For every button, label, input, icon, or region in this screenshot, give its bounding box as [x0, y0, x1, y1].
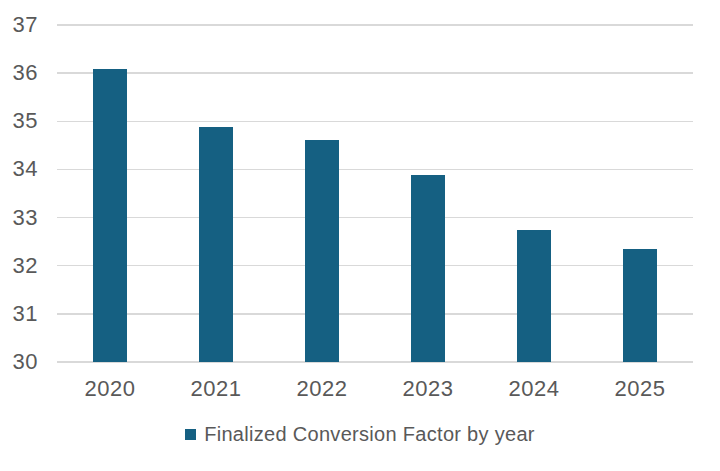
x-tick-label-2021: 2021: [171, 376, 261, 402]
gridline-36: [57, 72, 693, 74]
y-tick-label-31: 31: [0, 301, 38, 327]
gridline-31: [57, 313, 693, 315]
gridline-30: [57, 361, 693, 363]
gridline-37: [57, 24, 693, 26]
y-tick-label-36: 36: [0, 60, 38, 86]
gridline-32: [57, 265, 693, 267]
x-tick-label-2025: 2025: [595, 376, 685, 402]
legend-series-label: Finalized Conversion Factor by year: [204, 422, 535, 446]
y-tick-label-35: 35: [0, 108, 38, 134]
chart-legend: Finalized Conversion Factor by year: [0, 422, 720, 446]
x-tick-label-2022: 2022: [277, 376, 367, 402]
y-tick-label-37: 37: [0, 12, 38, 38]
bar-2025: [623, 249, 657, 362]
bar-2021: [199, 127, 233, 362]
x-tick-label-2020: 2020: [65, 376, 155, 402]
x-tick-label-2023: 2023: [383, 376, 473, 402]
conversion-factor-bar-chart: 37 36 35 34 33 32 31 30 2020 2021 2022 2023 2024 202…: [0, 0, 720, 471]
y-tick-label-30: 30: [0, 349, 38, 375]
y-tick-label-33: 33: [0, 205, 38, 231]
bar-2020: [93, 69, 127, 362]
x-tick-label-2024: 2024: [489, 376, 579, 402]
gridline-34: [57, 169, 693, 171]
gridline-35: [57, 121, 693, 123]
y-tick-label-32: 32: [0, 253, 38, 279]
bar-2023: [411, 175, 445, 362]
legend-series-swatch: [185, 429, 196, 440]
bar-2022: [305, 140, 339, 362]
y-tick-label-34: 34: [0, 156, 38, 182]
bar-2024: [517, 230, 551, 362]
gridline-33: [57, 217, 693, 219]
